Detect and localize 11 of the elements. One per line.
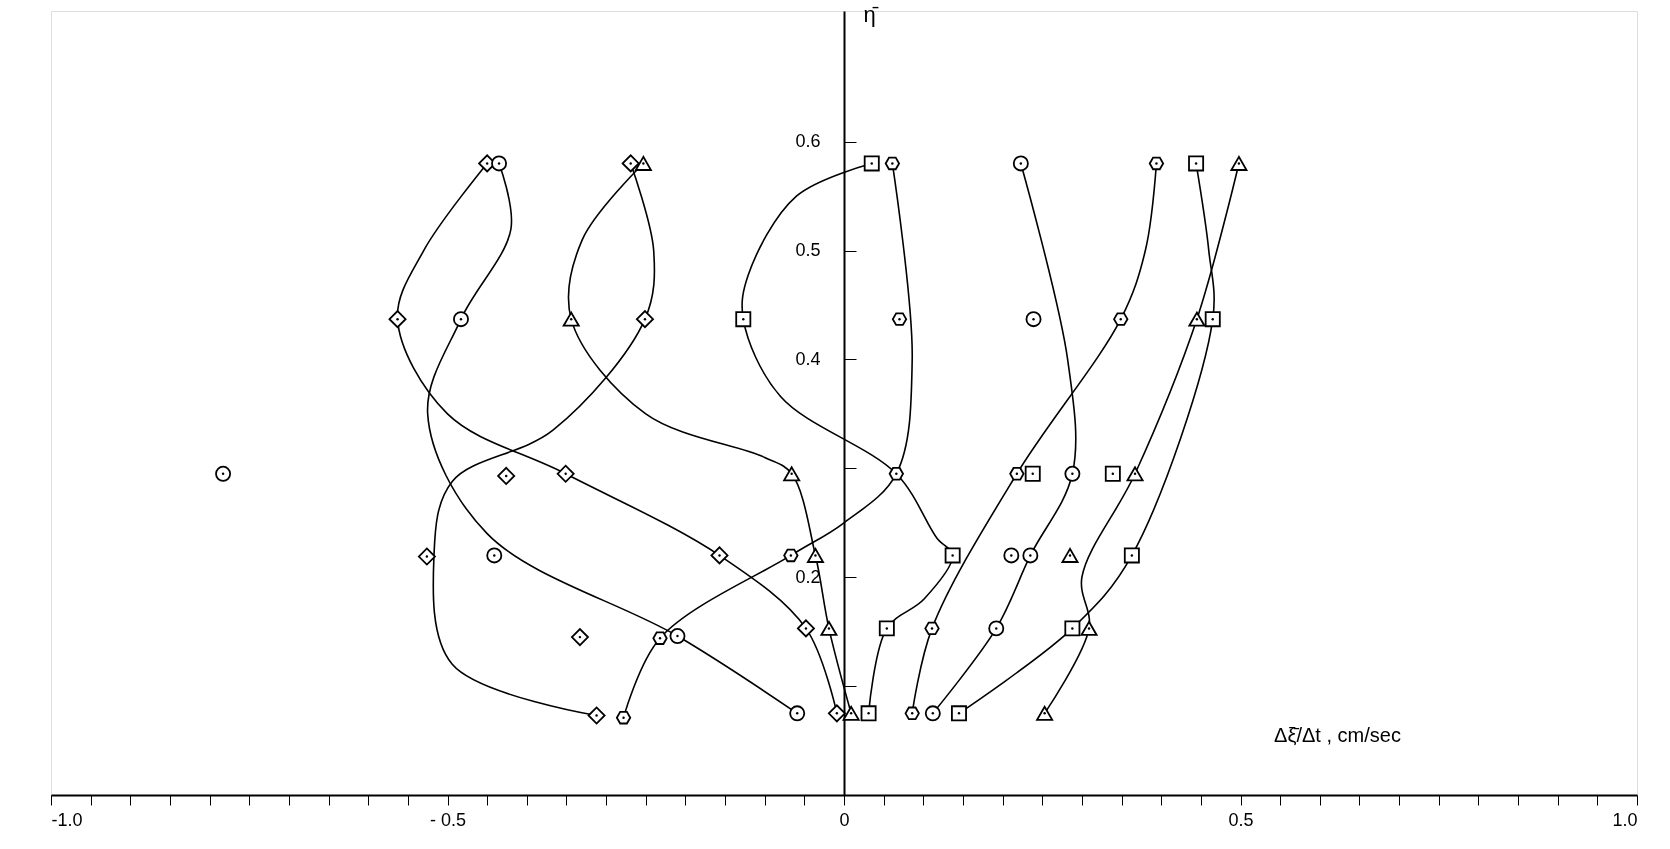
- x-axis-title: Δξ̄/Δt , cm/sec: [1274, 723, 1401, 746]
- y-tick-label: 0.5: [795, 240, 821, 261]
- x-tick-label: - 0.5: [429, 809, 467, 830]
- x-tick-label: -1.0: [51, 809, 83, 830]
- y-tick-label: 0.6: [795, 131, 821, 152]
- y-axis-title: η̄: [863, 1, 879, 27]
- x-tick-label: 0: [839, 809, 850, 830]
- y-tick-label: 0.2: [795, 566, 821, 587]
- x-tick-label: 0.5: [1228, 809, 1254, 830]
- x-tick-label: 1.0: [1612, 809, 1638, 830]
- y-tick-label: 0.4: [795, 348, 821, 369]
